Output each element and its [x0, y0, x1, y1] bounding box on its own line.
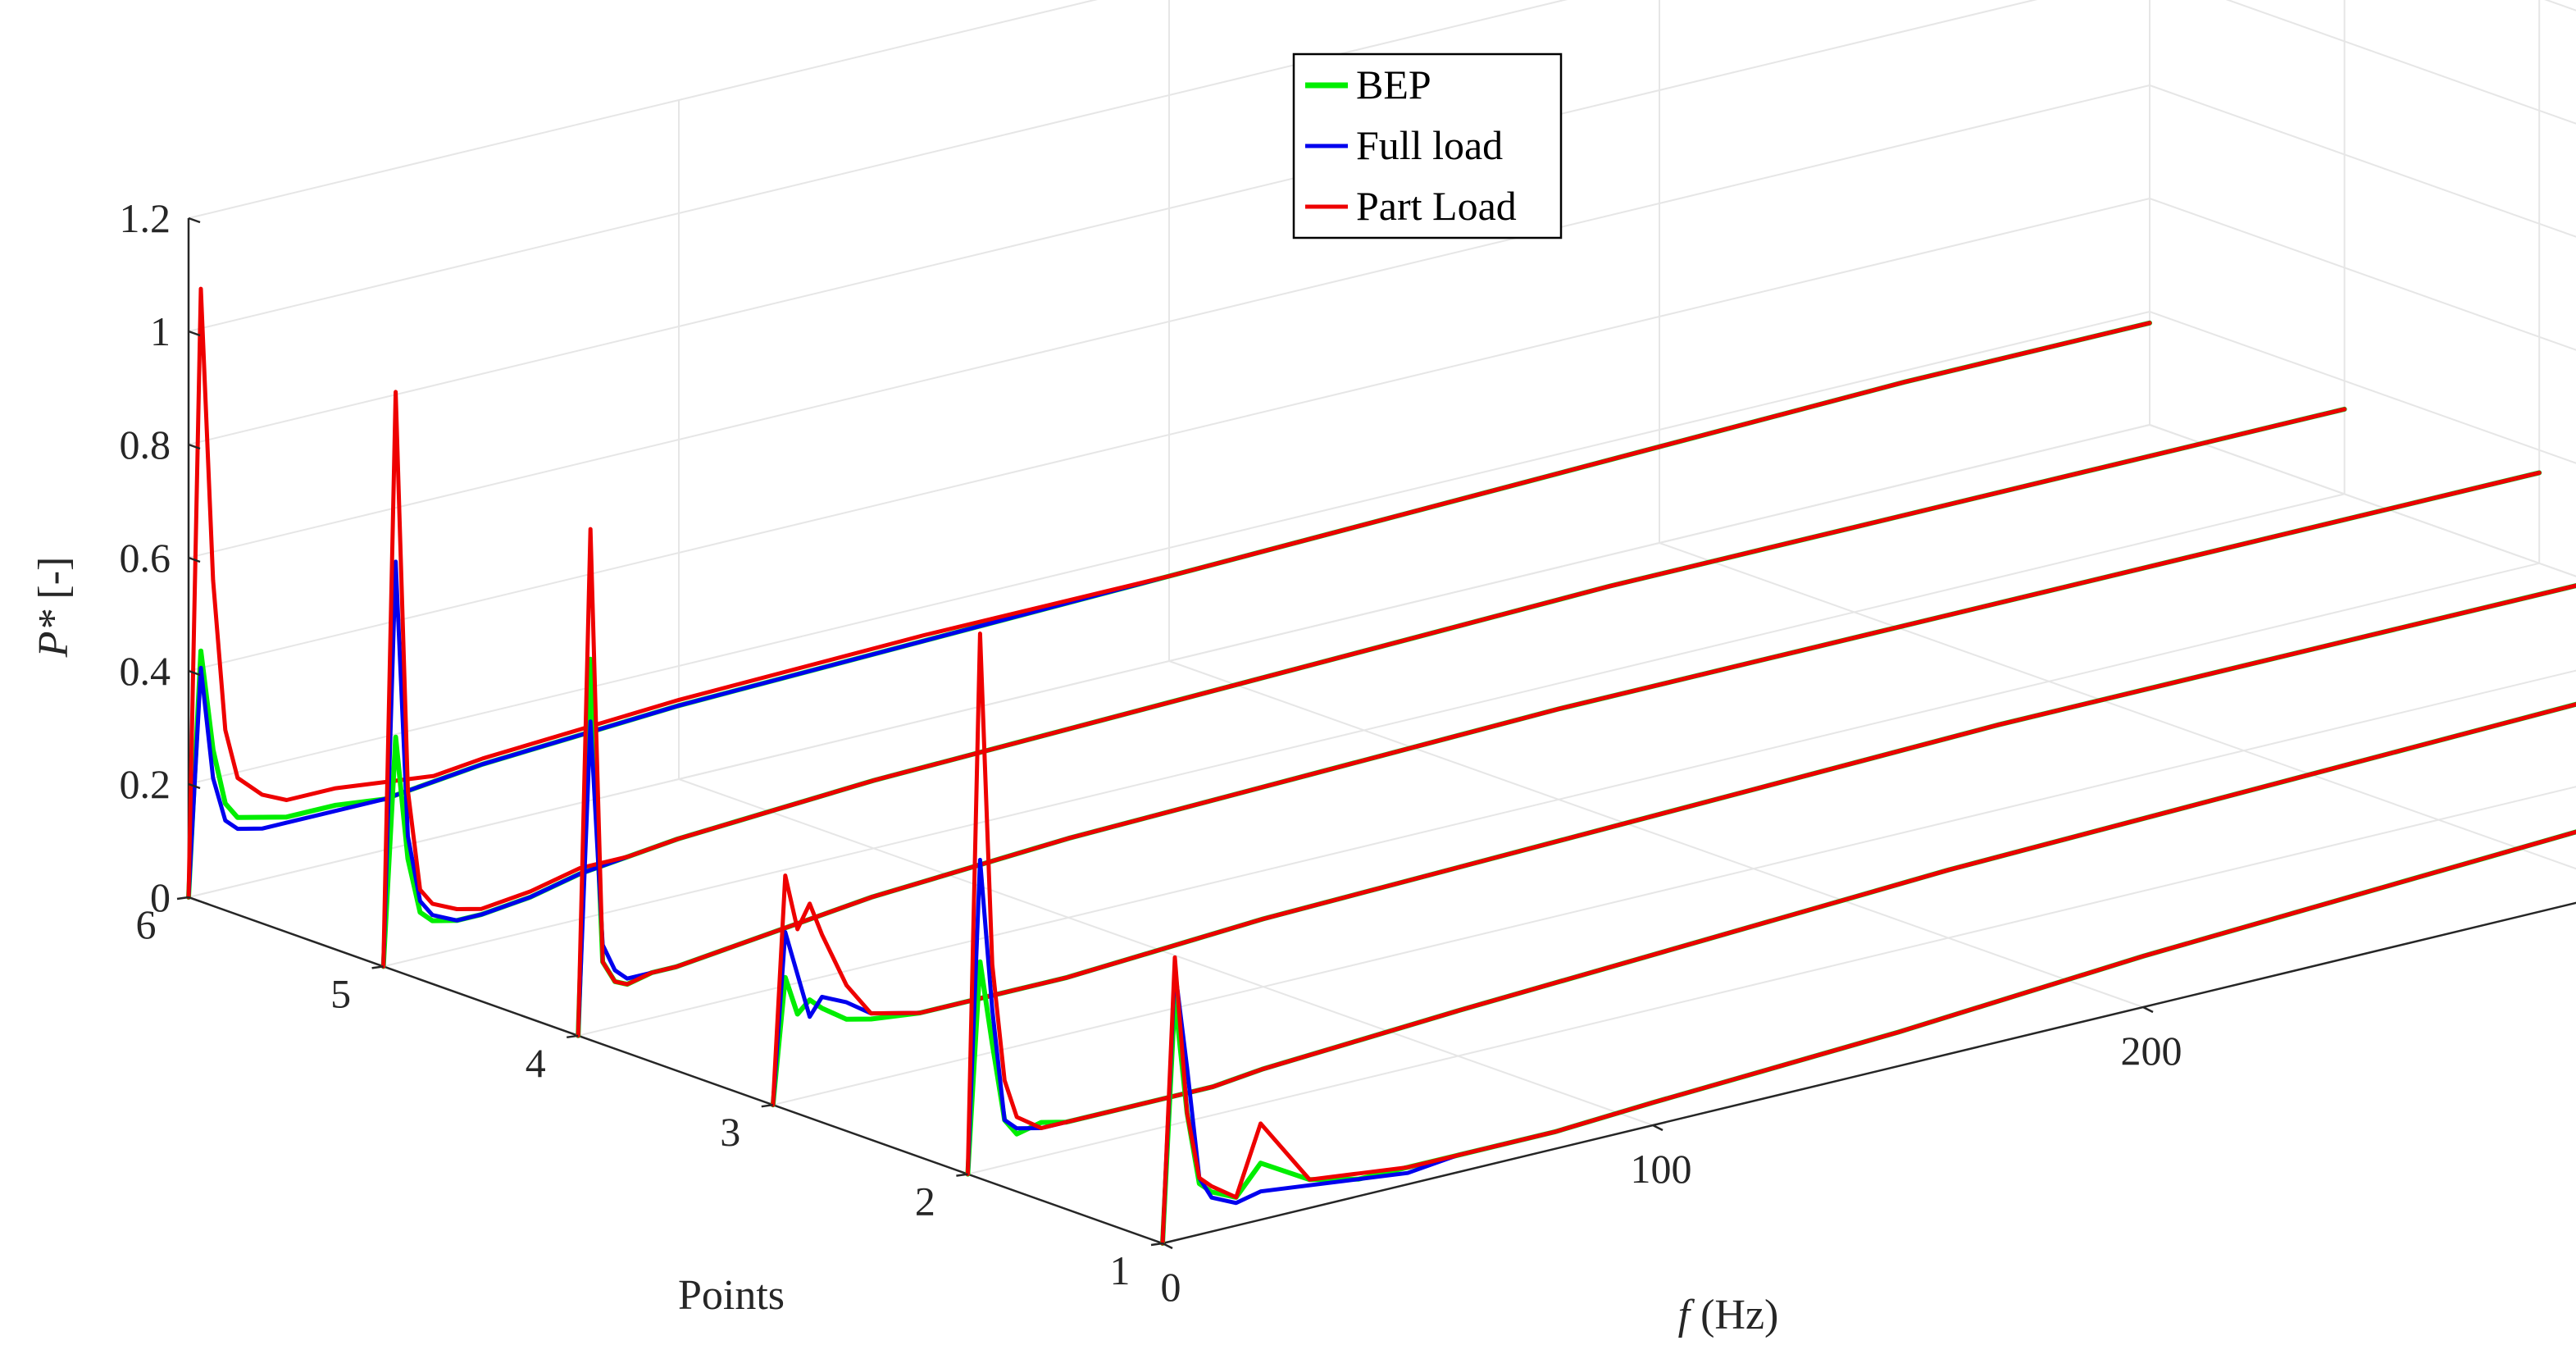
y-tick-label: 1 — [1110, 1247, 1131, 1293]
floor-gridline-point — [188, 424, 2150, 898]
legend-label-full-load: Full load — [1356, 122, 1503, 168]
back-wall-gridline-z — [188, 0, 2038, 445]
y-tick-mark — [1150, 1242, 1163, 1247]
z-tick-label: 0.6 — [120, 535, 171, 581]
y-tick-mark — [761, 1103, 773, 1108]
series-line-part-load-point-2 — [965, 632, 2576, 1177]
back-wall-gridline-z — [188, 0, 1568, 332]
legend-item-full-load: Full load — [1305, 122, 1503, 168]
point-4-group — [576, 470, 2542, 1038]
y-tick-mark — [176, 896, 189, 901]
y-tick-label: 4 — [526, 1040, 546, 1086]
floor-gridline-point — [772, 669, 2576, 1106]
series-line-part-load-point-1 — [1160, 829, 2576, 1246]
legend-label-part-load: Part Load — [1356, 183, 1517, 229]
y-axis-label: Points — [678, 1272, 785, 1319]
floor-gridline-f — [678, 778, 1654, 1126]
z-tick-label: 0 — [150, 874, 171, 920]
point-2-group — [965, 632, 2576, 1177]
z-tick-label: 0.8 — [120, 422, 171, 467]
legend-item-bep: BEP — [1305, 62, 1431, 107]
x-tick-mark — [1652, 1124, 1663, 1132]
legend-label-bep: BEP — [1356, 62, 1431, 107]
z-tick-mark — [188, 896, 201, 903]
side-wall-gridline-z — [2149, 84, 2576, 238]
x-tick-label: 200 — [2121, 1028, 2182, 1074]
z-tick-mark — [188, 443, 201, 450]
floor-gridline-point — [967, 786, 2576, 1175]
z-tick-label: 1.2 — [120, 195, 171, 241]
back-wall-gridline-z — [188, 311, 2150, 785]
floor-gridline-point — [577, 562, 2540, 1037]
y-tick-mark — [956, 1173, 968, 1177]
series-line-part-load-point-3 — [771, 583, 2576, 1107]
y-tick-mark — [371, 965, 384, 969]
z-tick-label: 0.4 — [120, 648, 171, 694]
z-axis-label-symbol: P* — [30, 610, 77, 659]
x-tick-mark — [2142, 1005, 2154, 1014]
z-axis-label-unit: [-] — [30, 557, 77, 610]
x-tick-label: 0 — [1161, 1264, 1181, 1310]
y-tick-label: 3 — [720, 1109, 740, 1155]
side-wall-gridline-z — [2225, 0, 2576, 125]
z-tick-mark — [188, 556, 201, 563]
y-tick-mark — [567, 1034, 579, 1039]
back-wall-gridline-z — [188, 198, 2150, 672]
grid-layer — [188, 0, 2576, 1244]
floor-gridline-f — [1168, 660, 2144, 1008]
y-tick-label: 6 — [136, 901, 157, 947]
legend: BEP Full load Part Load — [1292, 52, 1563, 239]
x-axis-label: f (Hz) — [1678, 1292, 1779, 1338]
point-5-group — [380, 390, 2347, 969]
x-axis-label-unit: (Hz) — [1690, 1292, 1778, 1338]
y-tick-label: 5 — [330, 970, 351, 1016]
series-line-part-load-point-5 — [381, 390, 2347, 969]
series-layer — [186, 286, 2576, 1246]
side-wall-gridline-z — [2149, 198, 2576, 351]
back-wall-gridline-z — [188, 84, 2150, 559]
ticks-layer: 010020030040012345600.20.40.60.811.2 — [120, 195, 2182, 1310]
z-tick-label: 0.2 — [120, 761, 171, 807]
z-tick-mark — [188, 217, 201, 224]
point-1-group — [1160, 829, 2576, 1246]
x-tick-label: 100 — [1631, 1146, 1692, 1192]
x-tick-mark — [1162, 1242, 1173, 1250]
point-6-group — [186, 286, 2152, 900]
z-tick-mark — [188, 782, 201, 790]
back-wall-gridline-z — [188, 0, 1098, 219]
floor-gridline-f — [1659, 542, 2576, 870]
y-tick-label: 2 — [915, 1179, 935, 1224]
y-axis-line — [188, 896, 1163, 1245]
z-tick-mark — [188, 330, 201, 337]
floor-gridline-f — [2149, 424, 2576, 577]
point-3-group — [770, 583, 2576, 1108]
series-line-part-load-point-6 — [186, 286, 2152, 900]
series-line-part-load-point-4 — [576, 470, 2542, 1038]
floor-gridline-point — [383, 493, 2345, 968]
z-axis-label: P* [-] — [30, 557, 77, 659]
legend-item-part-load: Part Load — [1305, 183, 1517, 229]
z-tick-mark — [188, 669, 201, 677]
side-wall-gridline-z — [2149, 311, 2576, 464]
z-tick-label: 1 — [150, 308, 171, 354]
